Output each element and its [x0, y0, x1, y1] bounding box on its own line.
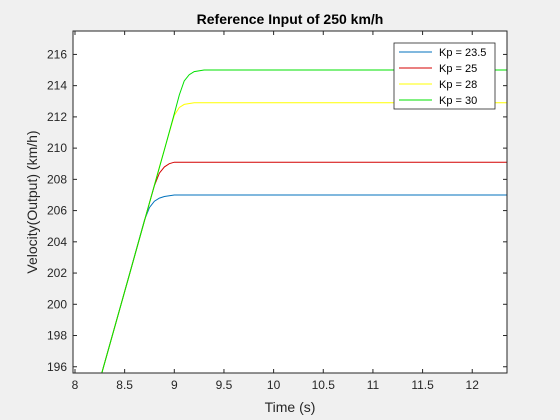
legend-label: Kp = 28 — [439, 79, 477, 91]
x-tick-label: 11.5 — [411, 378, 434, 392]
y-axis-label: Velocity(Output) (km/h) — [24, 130, 40, 273]
series-line-4 — [101, 69, 507, 373]
y-tick-label: 206 — [47, 204, 67, 218]
y-tick-label: 200 — [47, 297, 67, 311]
x-tick-label: 10.5 — [312, 378, 336, 392]
axes-box — [72, 30, 508, 374]
y-tick-label: 212 — [47, 110, 67, 124]
x-axis-label: Time (s) — [265, 399, 316, 415]
y-tick-label: 210 — [47, 141, 67, 155]
x-tick-label: 11 — [367, 378, 380, 392]
y-axis-ticks: 196 198 200 202 204 206 208 210 212 214 216 — [47, 47, 507, 374]
x-tick-label: 8.5 — [116, 378, 133, 392]
legend-label: Kp = 23.5 — [439, 47, 486, 59]
x-tick-label: 9.5 — [216, 378, 233, 392]
chart-title: Reference Input of 250 km/h — [197, 11, 384, 27]
x-tick-label: 8 — [72, 378, 79, 392]
legend-box — [393, 42, 496, 110]
y-tick-label: 196 — [47, 360, 67, 374]
y-tick-label: 202 — [47, 266, 67, 280]
x-tick-label: 10 — [267, 378, 281, 392]
x-tick-label: 12 — [466, 378, 480, 392]
x-tick-label: 9 — [171, 378, 178, 392]
y-tick-label: 216 — [47, 47, 67, 61]
plot-lines — [101, 69, 507, 373]
y-tick-label: 214 — [47, 79, 67, 93]
y-tick-label: 208 — [47, 172, 67, 186]
y-tick-label: 204 — [47, 235, 67, 249]
x-axis-ticks: 8 8.5 9 9.5 10 10.5 11 11.5 12 — [72, 31, 480, 392]
y-tick-label: 198 — [47, 329, 67, 343]
legend-label: Kp = 25 — [439, 63, 477, 75]
legend[interactable]: Kp = 23.5 Kp = 25 Kp = 28 Kp = 30 — [393, 42, 496, 110]
legend-label: Kp = 30 — [439, 95, 477, 107]
